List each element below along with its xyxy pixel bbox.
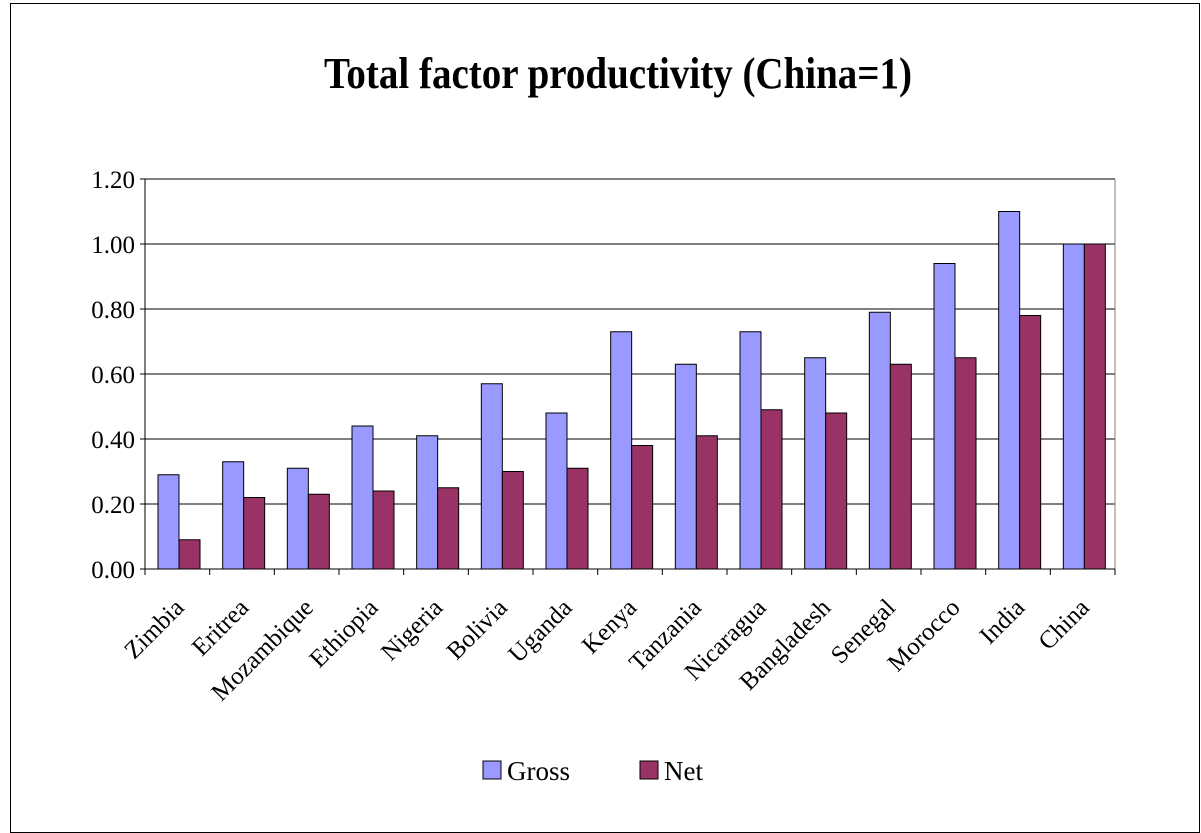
- x-tick-label: Morocco: [883, 594, 966, 677]
- bar-net-bangladesh: [825, 412, 848, 570]
- bar-net-tanzania: [695, 435, 718, 570]
- bar-net-bolivia: [501, 471, 524, 570]
- y-tick-label: 1.00: [91, 232, 135, 259]
- bar-gross-tanzania: [674, 363, 697, 570]
- x-tick-label: Nigeria: [376, 594, 448, 666]
- bar-gross-nigeria: [416, 435, 439, 570]
- bar-net-uganda: [566, 467, 589, 570]
- bar-gross-bangladesh: [804, 357, 827, 570]
- bar-net-zimbia: [178, 539, 201, 570]
- bar-net-ethiopia: [372, 490, 395, 570]
- x-tick-label: Ethiopia: [305, 594, 384, 673]
- legend-swatch-net: [639, 760, 659, 780]
- y-tick-label: 0.20: [91, 492, 135, 519]
- bar-net-mozambique: [307, 493, 330, 570]
- y-tick-label: 0.00: [91, 557, 135, 584]
- bar-gross-morocco: [933, 263, 956, 570]
- x-tick-label: China: [1034, 594, 1095, 655]
- bar-net-morocco: [954, 357, 977, 570]
- bar-net-india: [1019, 315, 1042, 570]
- bar-gross-zimbia: [157, 474, 180, 570]
- bar-gross-nicaragua: [739, 331, 762, 570]
- x-tick-label: Zimbia: [119, 594, 189, 664]
- bar-net-kenya: [631, 445, 654, 570]
- bar-gross-kenya: [610, 331, 633, 570]
- bar-gross-uganda: [545, 412, 568, 570]
- x-tick-label: Uganda: [504, 594, 578, 668]
- bar-gross-eritrea: [222, 461, 245, 570]
- bar-gross-mozambique: [286, 467, 309, 570]
- bar-net-nigeria: [437, 487, 460, 570]
- x-axis-labels: ZimbiaEritreaMozambiqueEthiopiaNigeriaBo…: [119, 569, 1116, 707]
- bar-gross-senegal: [868, 311, 891, 570]
- bar-net-nicaragua: [760, 409, 783, 570]
- bars: [157, 211, 1106, 570]
- x-tick-label: Bolivia: [442, 594, 513, 665]
- legend: Gross Net: [482, 756, 703, 786]
- y-tick-label: 0.80: [91, 297, 135, 324]
- y-axis-ticks: 0.00 0.20 0.40 0.60 0.80 1.00 1.20: [91, 167, 145, 584]
- chart-title: Total factor productivity (China=1): [324, 49, 912, 98]
- x-tick-label: India: [975, 594, 1030, 649]
- y-tick-label: 0.60: [91, 362, 135, 389]
- bar-gross-ethiopia: [351, 425, 374, 570]
- bar-gross-india: [998, 211, 1021, 570]
- bar-net-senegal: [889, 363, 912, 570]
- bar-gross-china: [1062, 243, 1085, 570]
- legend-label-gross: Gross: [507, 756, 570, 786]
- legend-swatch-gross: [482, 760, 502, 780]
- bar-net-eritrea: [243, 497, 266, 570]
- y-tick-label: 1.20: [91, 167, 135, 194]
- bar-net-china: [1083, 243, 1106, 570]
- y-tick-label: 0.40: [91, 427, 135, 454]
- bar-gross-bolivia: [480, 383, 503, 570]
- legend-label-net: Net: [664, 756, 703, 786]
